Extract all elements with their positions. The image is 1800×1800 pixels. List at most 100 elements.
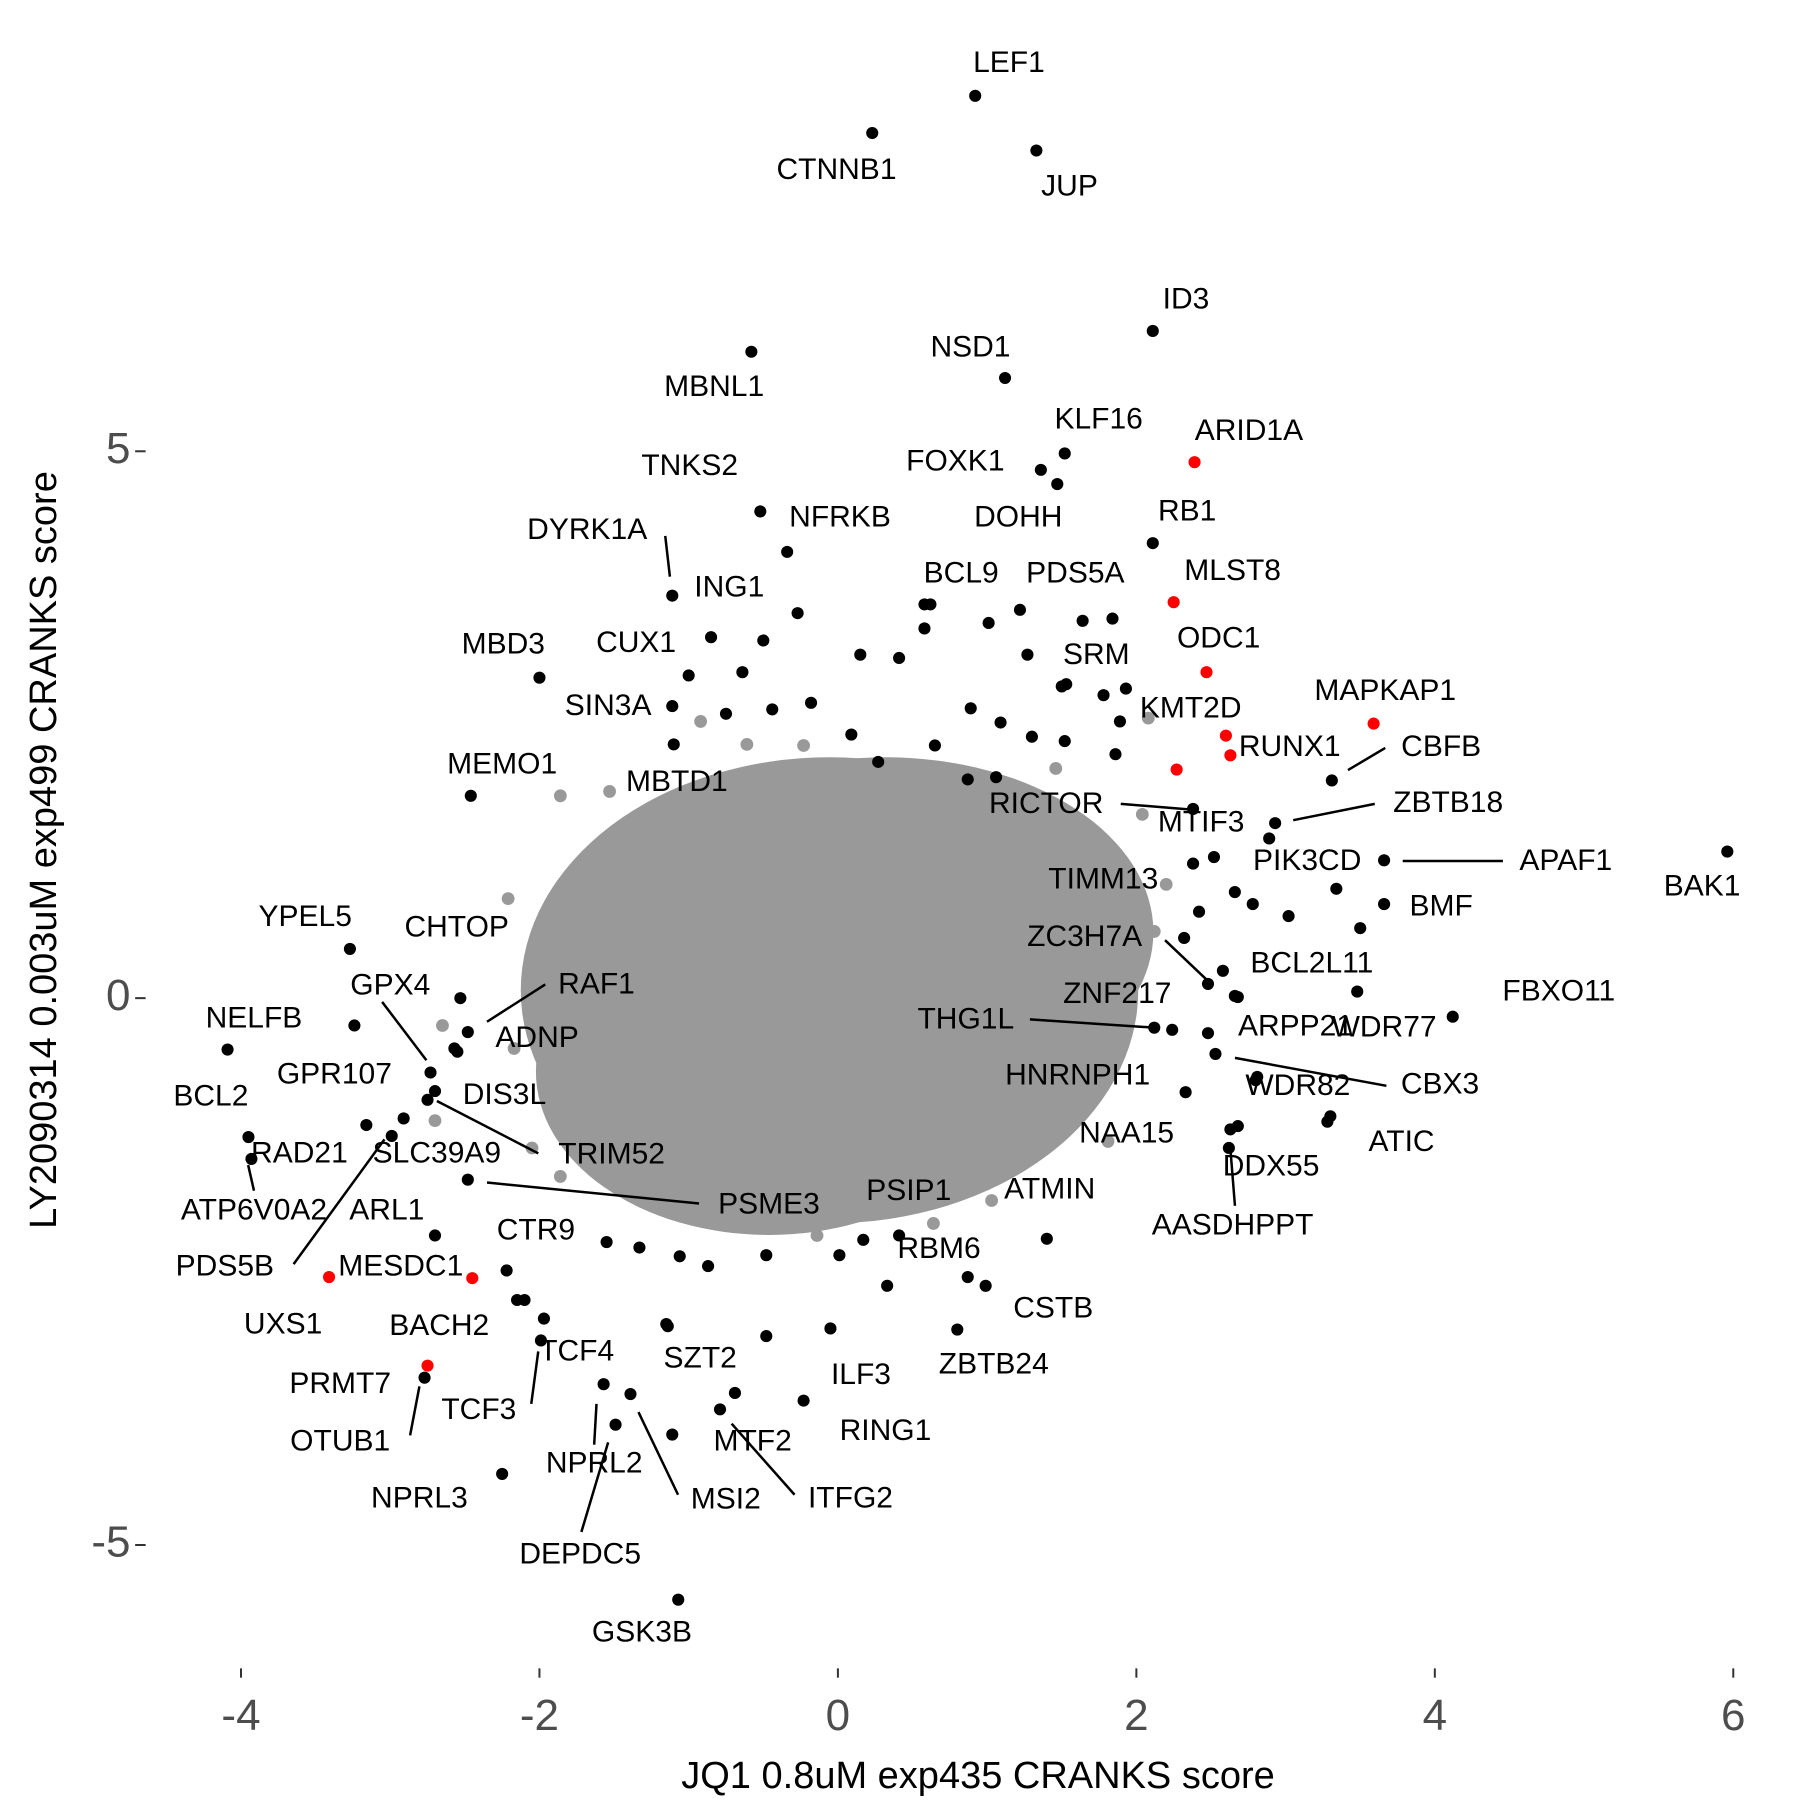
point-label: BMF xyxy=(1410,889,1473,922)
x-tick-label: 2 xyxy=(1124,1691,1148,1740)
leader-line xyxy=(436,1099,539,1155)
point xyxy=(1058,447,1071,460)
point xyxy=(1187,857,1200,870)
point-label: ING1 xyxy=(694,570,764,603)
point xyxy=(927,1217,940,1230)
point xyxy=(781,545,794,558)
leader-line xyxy=(1229,1147,1237,1206)
point-label: ARPP21 xyxy=(1238,1009,1353,1042)
point xyxy=(1282,910,1295,923)
point xyxy=(1179,1086,1192,1099)
point-label: ZBTB18 xyxy=(1393,786,1503,819)
point xyxy=(600,1235,613,1249)
point xyxy=(728,1386,741,1400)
point-label: SLC39A9 xyxy=(373,1136,501,1169)
point xyxy=(866,126,879,140)
point xyxy=(348,1019,361,1032)
point xyxy=(951,1323,964,1336)
point-label: GPR107 xyxy=(277,1057,392,1090)
point xyxy=(1354,922,1367,935)
point-label: WDR82 xyxy=(1245,1069,1350,1102)
point xyxy=(511,1293,524,1307)
point xyxy=(537,1312,550,1325)
point xyxy=(1076,614,1089,627)
point xyxy=(1351,985,1364,998)
point xyxy=(424,1066,437,1079)
point xyxy=(928,739,941,752)
point xyxy=(603,785,616,798)
point-label: RB1 xyxy=(1158,495,1216,528)
point-label: NPRL2 xyxy=(546,1446,643,1479)
point xyxy=(633,1241,646,1254)
point xyxy=(1109,748,1122,761)
point xyxy=(436,1019,449,1032)
point-label: TIMM13 xyxy=(1048,863,1158,896)
point-label: SIN3A xyxy=(565,689,652,722)
point xyxy=(1378,898,1391,911)
y-axis-title: LY2090314 0.003uM exp499 CRANKS score xyxy=(23,471,65,1229)
point-label: WDR77 xyxy=(1332,1011,1437,1044)
point xyxy=(1030,144,1043,157)
x-tick-label: 4 xyxy=(1423,1691,1447,1740)
leader-line xyxy=(530,1351,540,1405)
point-cloud xyxy=(520,757,1154,1235)
point xyxy=(464,789,477,802)
leader-line xyxy=(730,1422,796,1496)
point-label: ZBTB24 xyxy=(939,1347,1049,1380)
point xyxy=(713,1403,727,1416)
point xyxy=(667,738,680,751)
point xyxy=(245,1152,258,1165)
point-label: RUNX1 xyxy=(1239,730,1341,763)
point-label: BCL2 xyxy=(173,1079,248,1112)
point xyxy=(854,648,867,661)
point xyxy=(534,1334,548,1347)
point xyxy=(418,1371,431,1384)
point xyxy=(673,1250,686,1263)
x-tick-label: 0 xyxy=(826,1691,850,1740)
leader-line xyxy=(408,1386,421,1436)
point-label: ATIC xyxy=(1368,1125,1434,1158)
point-label: ARID1A xyxy=(1195,414,1303,447)
leader-line xyxy=(486,983,546,1023)
point xyxy=(969,89,982,102)
point-label: MEMO1 xyxy=(447,747,557,780)
point xyxy=(804,696,818,709)
point-label: PIK3CD xyxy=(1253,844,1361,877)
point-label: MTF2 xyxy=(713,1424,791,1457)
point-label: TCF4 xyxy=(539,1335,614,1368)
point xyxy=(1049,762,1063,775)
point xyxy=(810,1229,824,1242)
point-label: KLF16 xyxy=(1054,403,1142,436)
point-label: BCL2L11 xyxy=(1250,947,1373,980)
point xyxy=(1201,977,1215,990)
x-tick-label: -4 xyxy=(221,1691,260,1740)
point xyxy=(500,1264,513,1277)
point xyxy=(857,1233,870,1246)
point-label: SRM xyxy=(1063,638,1130,671)
point xyxy=(322,1270,336,1284)
point-label: NSD1 xyxy=(930,330,1010,363)
leader-line xyxy=(1120,802,1194,811)
point-label: CBFB xyxy=(1401,730,1481,763)
point xyxy=(553,1170,567,1183)
point-label: APAF1 xyxy=(1519,844,1612,877)
point xyxy=(1269,817,1282,830)
point-label: PDS5A xyxy=(1026,556,1124,589)
point xyxy=(1147,925,1161,938)
point xyxy=(1148,1021,1161,1034)
point-label: RING1 xyxy=(840,1414,932,1447)
point xyxy=(1159,877,1173,891)
point xyxy=(533,671,546,684)
point xyxy=(1055,680,1068,693)
point-label: TRIM52 xyxy=(558,1138,665,1171)
point xyxy=(1246,898,1259,911)
point-label: MTIF3 xyxy=(1158,806,1245,839)
point-label: ZNF217 xyxy=(1063,977,1171,1010)
point xyxy=(736,666,749,679)
point-label: ZC3H7A xyxy=(1027,920,1142,953)
point-label: ID3 xyxy=(1163,283,1210,316)
point xyxy=(1200,666,1213,679)
point xyxy=(1188,456,1201,469)
x-axis-title: JQ1 0.8uM exp435 CRANKS score xyxy=(681,1755,1275,1797)
point xyxy=(797,739,810,752)
